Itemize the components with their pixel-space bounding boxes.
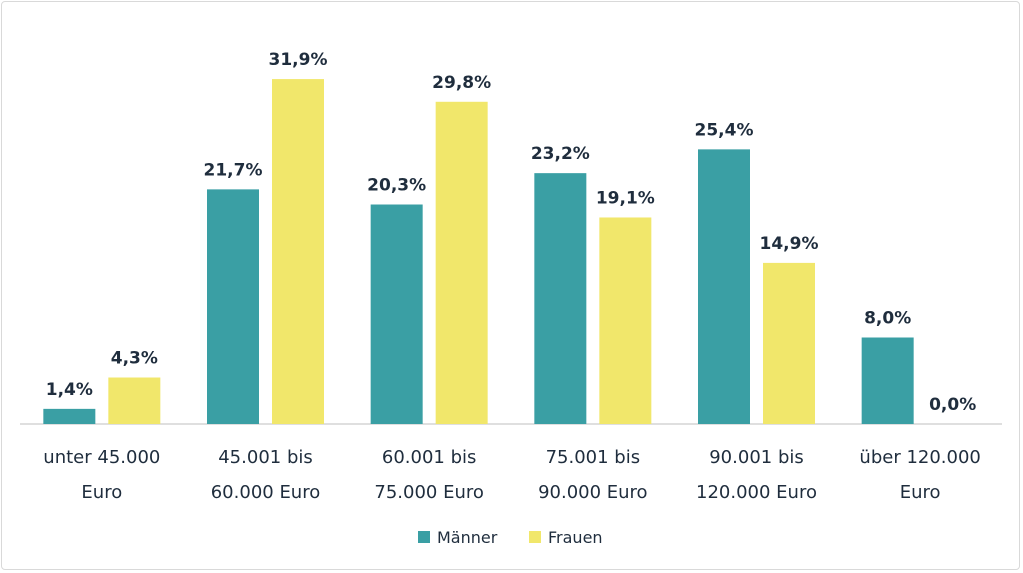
category-label-1-line-1: 60.000 Euro: [211, 482, 321, 503]
category-label-4-line-0: 90.001 bis: [709, 447, 804, 468]
category-label-3-line-0: 75.001 bis: [546, 447, 641, 468]
data-label-maenner-1: 21,7%: [204, 160, 263, 180]
bar-maenner-4: [698, 149, 750, 425]
data-label-frauen-2: 29,8%: [432, 73, 491, 93]
data-label-maenner-0: 1,4%: [46, 380, 93, 400]
bar-maenner-3: [534, 173, 587, 424]
data-label-frauen-1: 31,9%: [269, 50, 328, 70]
bar-frauen-1: [272, 79, 324, 425]
data-label-maenner-5: 8,0%: [864, 309, 911, 329]
data-label-maenner-3: 23,2%: [531, 144, 590, 164]
legend-maenner-label: Männer: [437, 528, 498, 547]
bar-frauen-2: [435, 101, 488, 424]
bar-maenner-5: [861, 337, 914, 424]
data-label-frauen-5: 0,0%: [929, 395, 976, 415]
category-label-4-line-1: 120.000 Euro: [696, 482, 817, 503]
legend-maenner-swatch: [418, 531, 430, 543]
category-label-1-line-0: 45.001 bis: [218, 447, 313, 468]
data-label-frauen-4: 14,9%: [760, 234, 819, 254]
category-label-5-line-0: über 120.000: [859, 447, 980, 468]
data-label-maenner-2: 20,3%: [367, 176, 426, 196]
bar-frauen-4: [763, 262, 815, 424]
category-label-0-line-1: Euro: [81, 482, 122, 503]
category-label-2-line-0: 60.001 bis: [382, 447, 477, 468]
bar-maenner-2: [370, 204, 423, 424]
bar-maenner-0: [43, 408, 96, 424]
legend-frauen-label: Frauen: [548, 528, 603, 547]
category-label-0-line-0: unter 45.000: [43, 447, 160, 468]
legend-frauen-swatch: [529, 531, 541, 543]
data-label-frauen-0: 4,3%: [111, 349, 158, 369]
bar-maenner-1: [207, 189, 259, 424]
bar-frauen-3: [599, 217, 652, 424]
category-label-5-line-1: Euro: [900, 482, 941, 503]
category-label-3-line-1: 90.000 Euro: [538, 482, 648, 503]
data-label-maenner-4: 25,4%: [695, 120, 754, 140]
bar-frauen-0: [108, 377, 161, 424]
category-label-2-line-1: 75.000 Euro: [374, 482, 484, 503]
data-label-frauen-3: 19,1%: [596, 188, 655, 208]
